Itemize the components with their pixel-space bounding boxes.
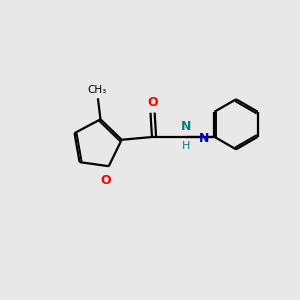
Text: O: O [147,96,158,109]
Text: O: O [100,174,111,187]
Text: CH₃: CH₃ [88,85,107,95]
Text: N: N [199,132,209,145]
Text: N: N [181,120,192,133]
Text: H: H [182,141,190,151]
